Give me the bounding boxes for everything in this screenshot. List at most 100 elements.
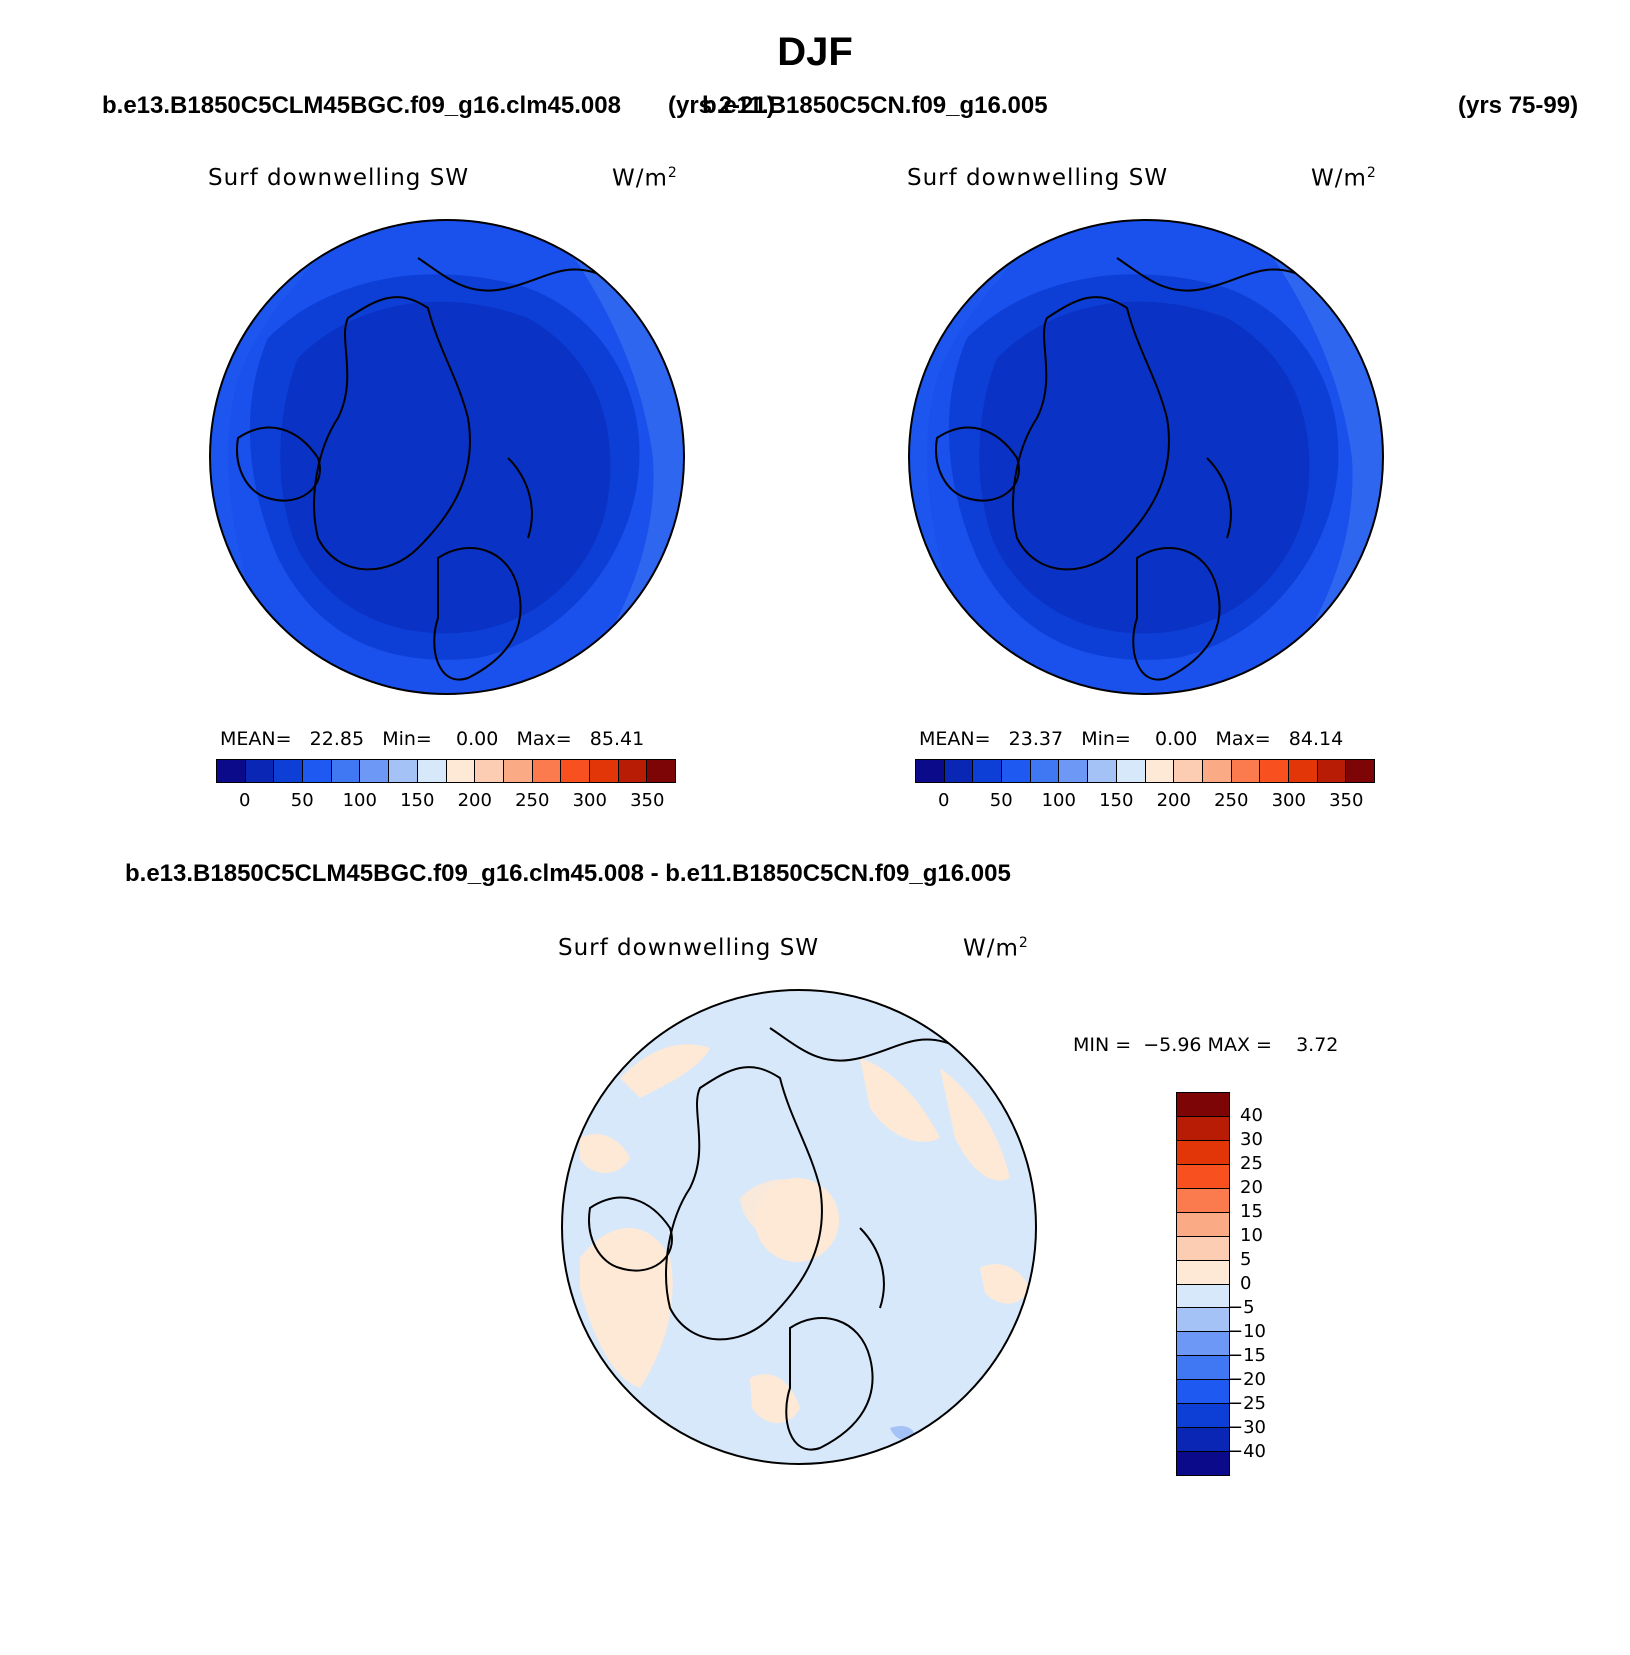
colorbar-swatch: [589, 760, 619, 782]
diff-colorbar-ticks: 40 30 25 20 15 10 5 0 −5 −10 −15 −20 −25 −30 −40: [1228, 1092, 1316, 1476]
colorbar-swatch: [475, 760, 504, 782]
colorbar-swatch: [1202, 760, 1232, 782]
colorbar-swatch: [1177, 1428, 1229, 1453]
colorbar-swatch: [1288, 760, 1318, 782]
colorbar-swatch: [1177, 1164, 1229, 1189]
colorbar-tick-label: 0: [239, 790, 251, 811]
panel1-colorbar-ticks: 0 50 100 150 200 250 300 350: [216, 790, 676, 814]
colorbar-tick-label: 150: [400, 790, 435, 811]
colorbar-swatch: [1177, 1188, 1229, 1213]
colorbar-swatch: [331, 760, 361, 782]
colorbar-tick-label: 15: [1240, 1201, 1263, 1222]
diff-colorbar: [1176, 1092, 1230, 1476]
panel2-case-name: b.e11.B1850C5CN.f09_g16.005: [702, 92, 1048, 119]
colorbar-swatch: [973, 760, 1003, 782]
colorbar-swatch: [217, 760, 246, 782]
colorbar-swatch: [1088, 760, 1117, 782]
colorbar-swatch: [1346, 760, 1374, 782]
colorbar-tick-label: 250: [515, 790, 550, 811]
colorbar-tick-label: 50: [290, 790, 314, 811]
colorbar-swatch: [1177, 1356, 1229, 1381]
colorbar-tick-label: 300: [572, 790, 607, 811]
panel1-polar-map: [209, 219, 685, 695]
colorbar-swatch: [1177, 1284, 1229, 1309]
colorbar-swatch: [647, 760, 675, 782]
colorbar-tick-label: −20: [1228, 1369, 1266, 1390]
panel2-units: W/m2: [1311, 165, 1377, 192]
panel1-units: W/m2: [612, 165, 678, 192]
panel1-colorbar: [216, 759, 676, 783]
colorbar-swatch: [1260, 760, 1289, 782]
colorbar-tick-label: 100: [1041, 790, 1076, 811]
colorbar-swatch: [503, 760, 533, 782]
colorbar-tick-label: −30: [1228, 1417, 1266, 1438]
colorbar-swatch: [1177, 1236, 1229, 1261]
panel1-stats: MEAN= 22.85 Min= 0.00 Max= 85.41: [220, 728, 645, 750]
diff-title: b.e13.B1850C5CLM45BGC.f09_g16.clm45.008 …: [125, 860, 1011, 887]
colorbar-tick-label: 20: [1240, 1177, 1263, 1198]
colorbar-swatch: [1177, 1116, 1229, 1141]
diff-minmax: MIN = −5.96 MAX = 3.72: [1073, 1034, 1339, 1056]
colorbar-tick-label: 0: [938, 790, 950, 811]
diff-units: W/m2: [963, 935, 1029, 962]
panel1-case-name: b.e13.B1850C5CLM45BGC.f09_g16.clm45.008: [102, 92, 621, 119]
colorbar-tick-label: 40: [1240, 1105, 1263, 1126]
colorbar-tick-label: 50: [989, 790, 1013, 811]
colorbar-swatch: [1177, 1093, 1229, 1117]
colorbar-tick-label: −25: [1228, 1393, 1266, 1414]
colorbar-swatch: [1030, 760, 1060, 782]
colorbar-tick-label: 350: [1329, 790, 1364, 811]
colorbar-swatch: [1177, 1452, 1229, 1475]
colorbar-swatch: [1177, 1212, 1229, 1237]
panel1-years: (yrs 2-21): [668, 92, 775, 119]
colorbar-tick-label: 30: [1240, 1129, 1263, 1150]
colorbar-swatch: [303, 760, 332, 782]
colorbar-tick-label: 150: [1099, 790, 1134, 811]
diff-polar-map: [561, 989, 1037, 1465]
panel1-variable-label: Surf downwelling SW: [208, 165, 470, 191]
colorbar-swatch: [245, 760, 275, 782]
colorbar-swatch: [360, 760, 390, 782]
colorbar-tick-label: 200: [457, 790, 492, 811]
colorbar-swatch: [1174, 760, 1203, 782]
colorbar-tick-label: −5: [1228, 1297, 1255, 1318]
colorbar-swatch: [532, 760, 562, 782]
colorbar-swatch: [1231, 760, 1261, 782]
colorbar-tick-label: 300: [1271, 790, 1306, 811]
colorbar-swatch: [916, 760, 945, 782]
panel2-years: (yrs 75-99): [1458, 92, 1579, 119]
colorbar-swatch: [1059, 760, 1089, 782]
colorbar-tick-label: 200: [1156, 790, 1191, 811]
panel2-variable-label: Surf downwelling SW: [907, 165, 1169, 191]
colorbar-tick-label: 250: [1214, 790, 1249, 811]
colorbar-swatch: [1145, 760, 1175, 782]
colorbar-swatch: [417, 760, 447, 782]
colorbar-swatch: [1177, 1380, 1229, 1405]
colorbar-swatch: [1177, 1332, 1229, 1357]
colorbar-swatch: [1116, 760, 1146, 782]
colorbar-swatch: [274, 760, 304, 782]
colorbar-tick-label: 10: [1240, 1225, 1263, 1246]
colorbar-tick-label: 350: [630, 790, 665, 811]
colorbar-swatch: [561, 760, 590, 782]
colorbar-tick-label: −15: [1228, 1345, 1266, 1366]
colorbar-swatch: [1002, 760, 1031, 782]
panel2-colorbar: [915, 759, 1375, 783]
colorbar-swatch: [446, 760, 476, 782]
colorbar-swatch: [618, 760, 648, 782]
panel2-colorbar-ticks: 0 50 100 150 200 250 300 350: [915, 790, 1375, 814]
panel2-polar-map: [908, 219, 1384, 695]
colorbar-tick-label: −10: [1228, 1321, 1266, 1342]
colorbar-swatch: [1177, 1260, 1229, 1285]
colorbar-swatch: [389, 760, 418, 782]
colorbar-tick-label: 0: [1240, 1273, 1252, 1294]
colorbar-swatch: [1317, 760, 1347, 782]
colorbar-tick-label: −40: [1228, 1441, 1266, 1462]
colorbar-swatch: [1177, 1140, 1229, 1165]
colorbar-swatch: [1177, 1308, 1229, 1333]
colorbar-swatch: [944, 760, 974, 782]
panel2-stats: MEAN= 23.37 Min= 0.00 Max= 84.14: [919, 728, 1344, 750]
colorbar-tick-label: 100: [342, 790, 377, 811]
figure-title: DJF: [777, 30, 853, 74]
colorbar-tick-label: 5: [1240, 1249, 1252, 1270]
